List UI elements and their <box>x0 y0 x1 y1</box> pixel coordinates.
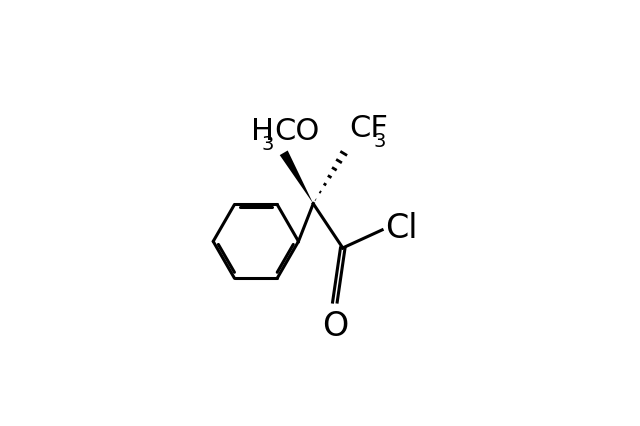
Polygon shape <box>280 150 313 204</box>
Text: CO: CO <box>275 117 320 146</box>
Text: O: O <box>322 310 348 343</box>
Text: 3: 3 <box>262 135 274 155</box>
Text: H: H <box>251 117 274 146</box>
Text: 3: 3 <box>373 132 386 151</box>
Text: CF: CF <box>349 114 388 143</box>
Text: Cl: Cl <box>385 212 417 245</box>
